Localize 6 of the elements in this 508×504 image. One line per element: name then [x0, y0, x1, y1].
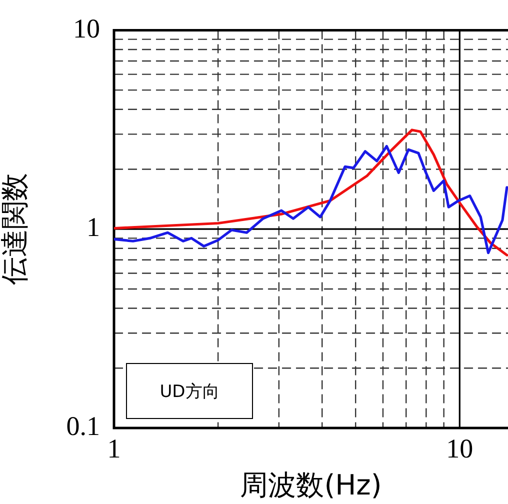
- y-tick-label: 0.1: [66, 411, 100, 442]
- y-axis-title: 伝達関数: [0, 173, 32, 286]
- y-tick-label: 10: [73, 13, 100, 44]
- annotation: UD方向: [160, 380, 220, 402]
- x-axis-title: 周波数(Hz): [240, 468, 382, 502]
- y-tick-label: 1: [86, 212, 100, 242]
